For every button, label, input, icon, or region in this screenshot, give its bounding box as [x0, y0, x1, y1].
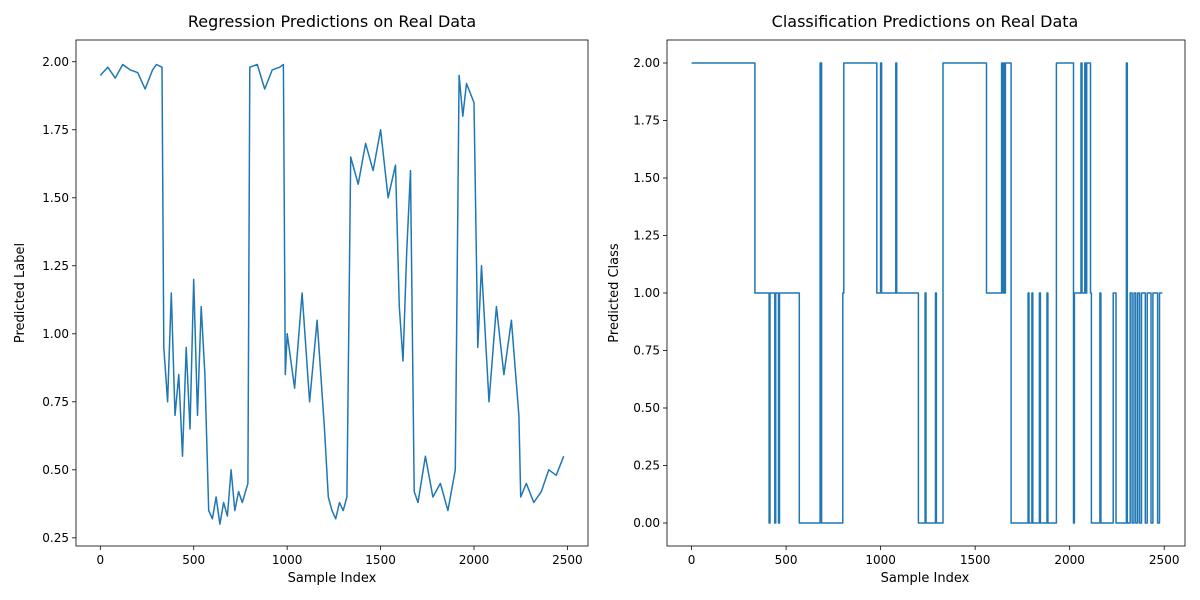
y-tick-label: 0.50	[42, 463, 69, 477]
x-tick-label: 0	[688, 553, 696, 567]
series-line	[691, 62, 1163, 524]
y-tick-label: 1.75	[42, 123, 69, 137]
x-tick-label: 1000	[865, 553, 896, 567]
x-tick-label: 2500	[552, 553, 583, 567]
x-tick-label: 0	[96, 553, 104, 567]
y-tick-label: 1.25	[42, 259, 69, 273]
x-tick-label: 1500	[960, 553, 991, 567]
x-axis-label: Sample Index	[288, 571, 377, 586]
y-tick-label: 1.00	[42, 327, 69, 341]
x-tick-label: 1000	[272, 553, 303, 567]
x-tick-label: 1500	[365, 553, 396, 567]
y-tick-label: 0.25	[633, 459, 660, 473]
chart-title: Regression Predictions on Real Data	[188, 12, 476, 31]
classification-chart: Classification Predictions on Real Data …	[607, 12, 1186, 586]
y-tick-label: 1.50	[42, 191, 69, 205]
y-tick-label: 1.25	[633, 229, 660, 243]
y-tick-label: 0.25	[42, 531, 69, 545]
x-tick-label: 500	[182, 553, 205, 567]
y-tick-label: 1.75	[633, 114, 660, 128]
x-axis-label: Sample Index	[881, 571, 970, 586]
y-axis-label: Predicted Label	[13, 243, 28, 343]
y-tick-label: 0.50	[633, 401, 660, 415]
series-line	[99, 63, 565, 525]
y-tick-label: 0.00	[633, 516, 660, 530]
y-tick-label: 2.00	[633, 56, 660, 70]
axes-frame	[666, 39, 1186, 547]
tick-group: 0 500 1000 1500 2000 2500 0.25 0.50 0.75 1.00 1.25…	[42, 55, 582, 567]
plot-area	[99, 63, 565, 525]
y-tick-label: 2.00	[42, 55, 69, 69]
chart-title: Classification Predictions on Real Data	[772, 12, 1079, 31]
tick-group: 0 500 1000 1500 2000 2500 0.00 0.25 0.50 0.75 1.00…	[633, 56, 1179, 567]
y-tick-label: 0.75	[633, 344, 660, 358]
y-tick-label: 1.00	[633, 286, 660, 300]
x-tick-label: 2500	[1149, 553, 1180, 567]
y-tick-label: 0.75	[42, 395, 69, 409]
x-tick-label: 2000	[1054, 553, 1085, 567]
y-tick-label: 1.50	[633, 171, 660, 185]
x-tick-label: 500	[775, 553, 798, 567]
plot-area	[691, 62, 1163, 524]
axes-frame	[75, 39, 589, 547]
regression-chart: Regression Predictions on Real Data Samp…	[13, 12, 589, 586]
y-axis-label: Predicted Class	[607, 243, 622, 343]
x-tick-label: 2000	[459, 553, 490, 567]
